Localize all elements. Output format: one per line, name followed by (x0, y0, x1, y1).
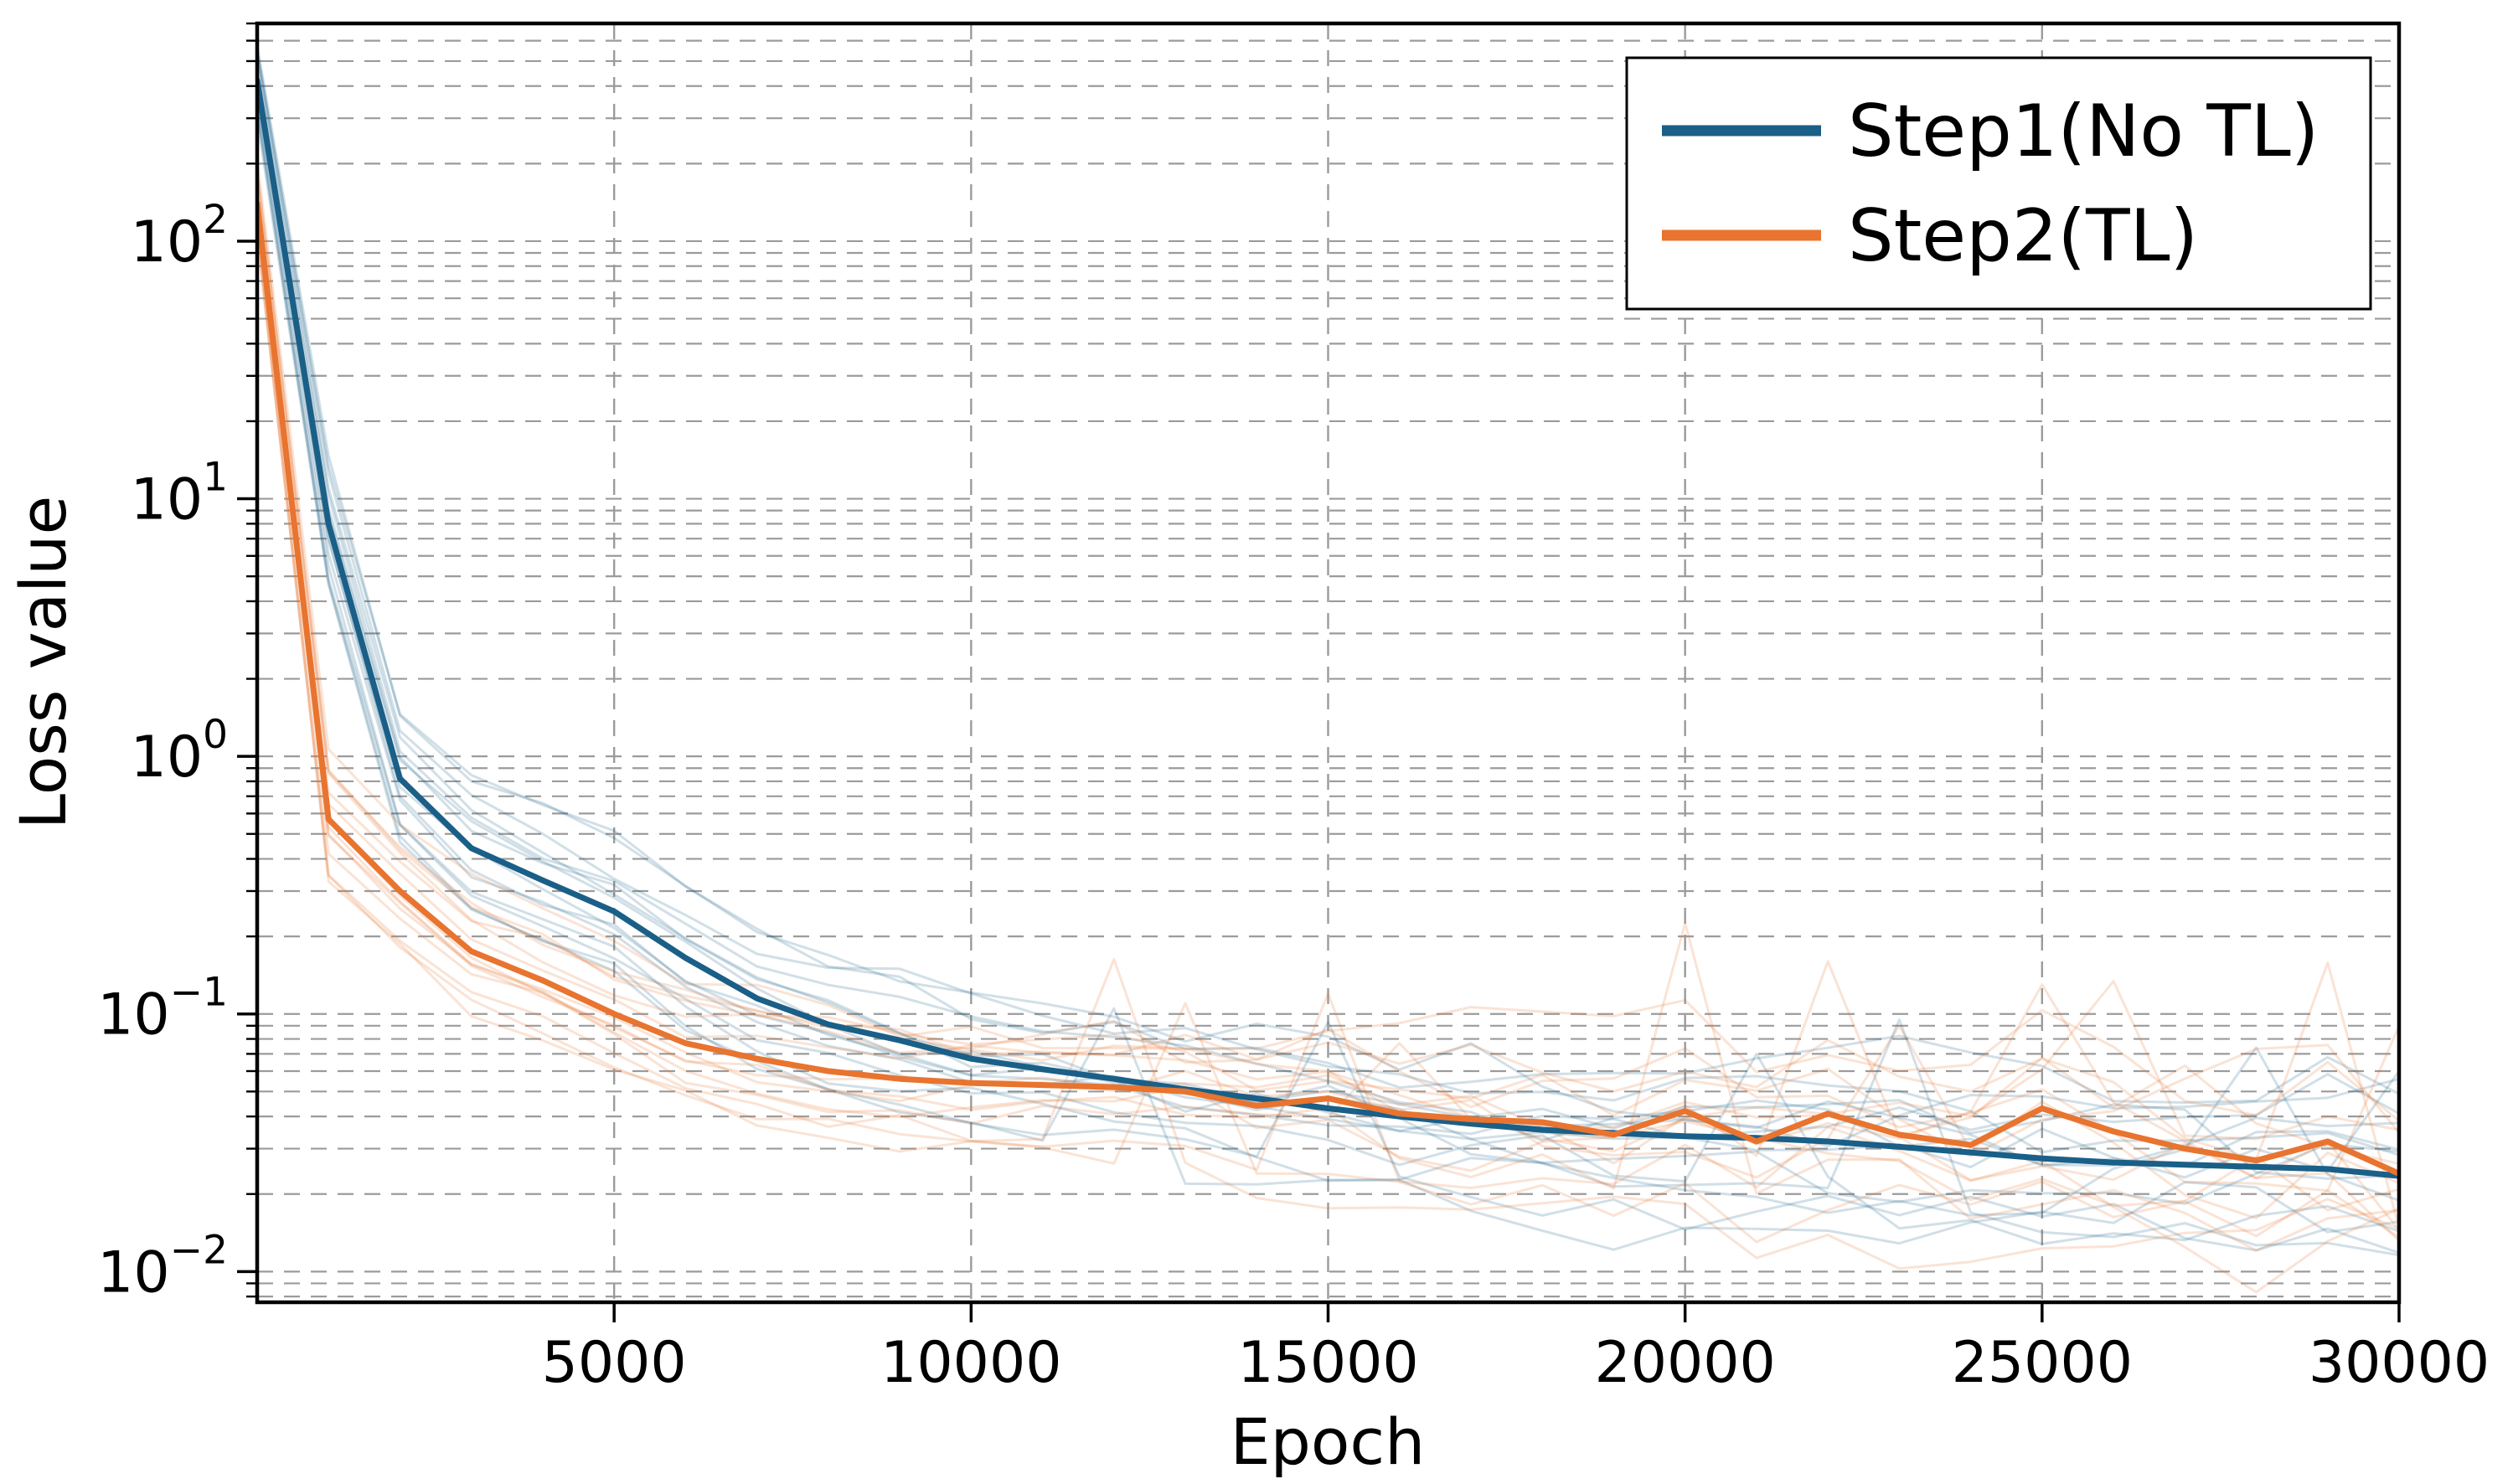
ensemble-run-step1 (257, 62, 2399, 1167)
ensemble-run-step1 (257, 44, 2399, 1148)
x-tick-label: 10000 (880, 1330, 1061, 1396)
ensemble-run-step1 (257, 53, 2399, 1167)
ensemble-run-step1 (257, 49, 2399, 1157)
axis-layer: 5000 10000 15000 20000 25000 30000 102 101 100 10… (97, 22, 2490, 1396)
y-tick-label: 100 (131, 712, 228, 791)
ensemble-run-step1 (257, 70, 2399, 1180)
x-tick-label: 30000 (2309, 1330, 2490, 1396)
ensemble-run-step1 (257, 50, 2399, 1104)
legend: Step1(No TL) Step2(TL) (1625, 56, 2372, 311)
ensemble-run-step1 (257, 90, 2399, 1205)
ensemble-run-step2 (257, 173, 2399, 1158)
y-tick-label: 101 (131, 455, 228, 533)
ensemble-run-step2 (257, 167, 2399, 1193)
ensemble-run-step2 (257, 198, 2399, 1153)
mean-line-step2 (257, 200, 2399, 1177)
legend-label-step1: Step1(No TL) (1848, 90, 2319, 173)
ensemble-run-step1 (257, 108, 2399, 1245)
legend-box (1625, 56, 2372, 311)
ensemble-run-step2 (257, 175, 2399, 1229)
ensemble-run-step2 (257, 206, 2399, 1242)
ensemble-run-step1 (257, 117, 2399, 1255)
x-tick-label: 15000 (1237, 1330, 1418, 1396)
x-tick-label: 5000 (542, 1330, 687, 1396)
ensemble-run-step1 (257, 110, 2399, 1251)
ensemble-run-step1 (257, 92, 2399, 1179)
legend-label-step2: Step2(TL) (1848, 194, 2198, 278)
x-tick-label: 25000 (1952, 1330, 2133, 1396)
plot-border (255, 21, 2402, 1305)
y-tick-label: 102 (131, 197, 228, 276)
line-layer (257, 44, 2399, 1294)
x-axis-title: Epoch (1231, 1404, 1426, 1479)
y-tick-label: 10−2 (97, 1227, 228, 1306)
ensemble-run-step1 (257, 104, 2399, 1257)
ensemble-run-step2 (257, 221, 2399, 1212)
ensemble-run-step2 (257, 158, 2399, 1122)
y-tick-label: 10−1 (97, 970, 228, 1049)
x-tick-label: 20000 (1595, 1330, 1776, 1396)
ensemble-run-step2 (257, 195, 2399, 1166)
ensemble-run-step2 (257, 227, 2399, 1270)
ensemble-run-step2 (257, 232, 2399, 1244)
ensemble-run-step1 (257, 71, 2399, 1141)
mean-line-step1 (257, 77, 2399, 1179)
y-axis-title: Loss value (6, 496, 80, 829)
ensemble-run-step2 (257, 204, 2399, 1220)
ensemble-run-step2 (257, 207, 2399, 1231)
